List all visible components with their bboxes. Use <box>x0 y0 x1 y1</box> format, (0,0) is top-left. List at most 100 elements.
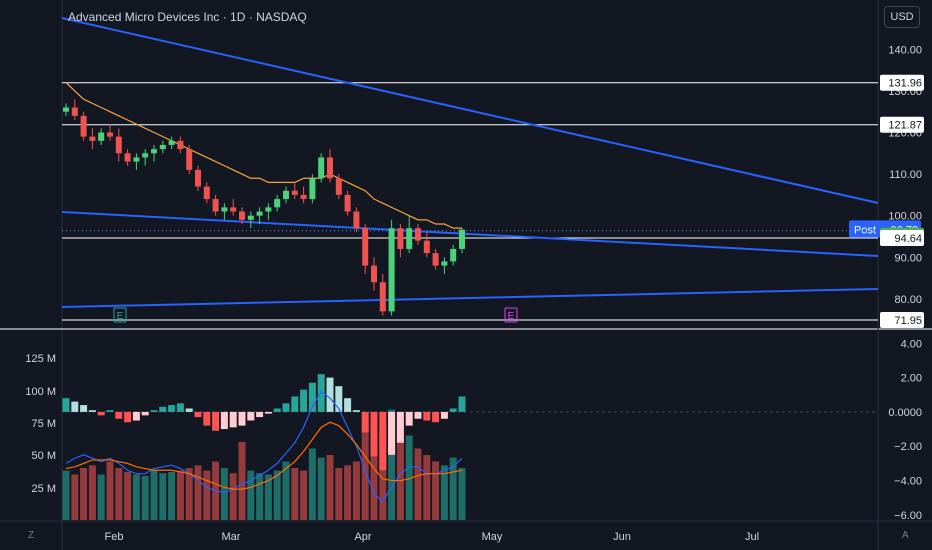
macd-tick-label: 0.0000 <box>888 407 922 419</box>
candle-body <box>423 240 430 254</box>
macd-histogram-bar <box>405 411 413 426</box>
price-line-tag <box>880 74 924 91</box>
candle-body <box>203 186 210 200</box>
macd-tick-label: −6.00 <box>894 510 922 522</box>
candle-body <box>80 115 87 137</box>
macd-histogram-bar <box>291 396 299 412</box>
candle-body <box>142 153 149 158</box>
volume-bar <box>194 465 202 520</box>
macd-histogram-bar <box>440 411 448 419</box>
volume-bar <box>396 439 404 520</box>
volume-bar <box>405 435 413 520</box>
candle-body <box>124 153 131 162</box>
volume-bar <box>273 470 281 520</box>
candle-body <box>335 178 342 195</box>
candle-body <box>195 169 201 187</box>
volume-bar <box>414 448 422 520</box>
candle-body <box>283 190 289 200</box>
macd-histogram-bar <box>458 396 466 412</box>
macd-histogram-bar <box>80 405 88 412</box>
volume-bar <box>300 470 308 520</box>
macd-histogram-bar <box>141 411 149 416</box>
candle-body <box>71 107 78 116</box>
macd-histogram-bar <box>308 382 316 412</box>
volume-bar <box>238 442 246 520</box>
macd-histogram-bar <box>379 411 387 471</box>
earnings-marker-label: E <box>508 311 515 322</box>
candle-body <box>353 211 360 229</box>
volume-bar <box>256 473 264 520</box>
volume-bar <box>291 468 299 520</box>
volume-bar <box>97 474 105 520</box>
candle-body <box>406 228 413 249</box>
macd-histogram-bar <box>352 410 360 412</box>
macd-histogram-bar <box>256 411 264 418</box>
macd-histogram-bar <box>124 411 132 423</box>
candle-body <box>177 140 184 150</box>
macd-histogram-bar <box>132 411 140 421</box>
macd-tick-label: −2.00 <box>894 441 922 453</box>
candle-body <box>107 132 113 137</box>
auto-scale-button[interactable]: A <box>902 530 909 541</box>
macd-tick-label: 4.00 <box>901 338 922 350</box>
candle-body <box>441 261 448 266</box>
volume-bar <box>326 455 334 520</box>
candle-body <box>397 228 404 249</box>
macd-histogram-bar <box>361 411 369 433</box>
macd-histogram-bar <box>326 377 334 412</box>
price-line-label: 71.95 <box>894 315 922 327</box>
volume-bar <box>229 473 237 520</box>
volume-bar <box>203 470 211 520</box>
volume-bar <box>423 455 431 520</box>
volume-bar <box>335 468 343 520</box>
price-line-label: 131.96 <box>888 78 922 90</box>
candle-body <box>344 194 351 212</box>
candle-body <box>186 149 193 170</box>
volume-tick-label: 25 M <box>32 483 56 495</box>
candle-body <box>379 282 386 312</box>
macd-histogram-bar <box>423 411 431 421</box>
currency-button[interactable]: USD <box>884 6 920 28</box>
price-tick-label: 90.00 <box>894 252 922 264</box>
moving-average-line <box>65 82 462 229</box>
price-tick-label: 100.00 <box>888 211 922 223</box>
macd-histogram-bar <box>449 408 457 412</box>
candle-body <box>265 207 272 212</box>
macd-histogram-bar <box>273 408 281 412</box>
symbol-title: Advanced Micro Devices Inc · 1D · NASDAQ <box>68 10 307 24</box>
candle-body <box>459 229 465 249</box>
candle-body <box>388 228 395 312</box>
volume-bar <box>71 474 79 520</box>
zoom-reset-button[interactable]: Z <box>28 530 35 541</box>
candle-body <box>230 207 237 212</box>
volume-bar <box>220 468 228 520</box>
time-tick-label: Jul <box>745 531 759 543</box>
macd-histogram-bar <box>220 411 228 430</box>
macd-histogram-bar <box>344 398 352 412</box>
volume-bar <box>432 461 440 520</box>
candle-body <box>327 157 333 179</box>
candle-body <box>274 199 281 208</box>
volume-bar <box>168 471 176 520</box>
volume-bar <box>115 468 123 520</box>
volume-bar <box>264 474 272 520</box>
volume-bar <box>88 465 96 520</box>
volume-bar <box>449 457 457 520</box>
candle-body <box>291 190 298 195</box>
macd-histogram-bar <box>396 411 404 443</box>
macd-histogram-bar <box>300 389 308 412</box>
volume-tick-label: 50 M <box>32 450 56 462</box>
candle-body <box>256 211 263 216</box>
time-tick-label: Mar <box>222 531 241 543</box>
candle-body <box>247 215 254 220</box>
macd-histogram-bar <box>229 411 237 428</box>
volume-bar <box>440 465 448 520</box>
candle-body <box>159 144 166 150</box>
macd-histogram-bar <box>203 411 211 426</box>
price-line-tag <box>880 312 924 328</box>
macd-histogram-bar <box>432 411 440 423</box>
macd-histogram-bar <box>176 403 184 412</box>
volume-bar <box>185 468 193 520</box>
